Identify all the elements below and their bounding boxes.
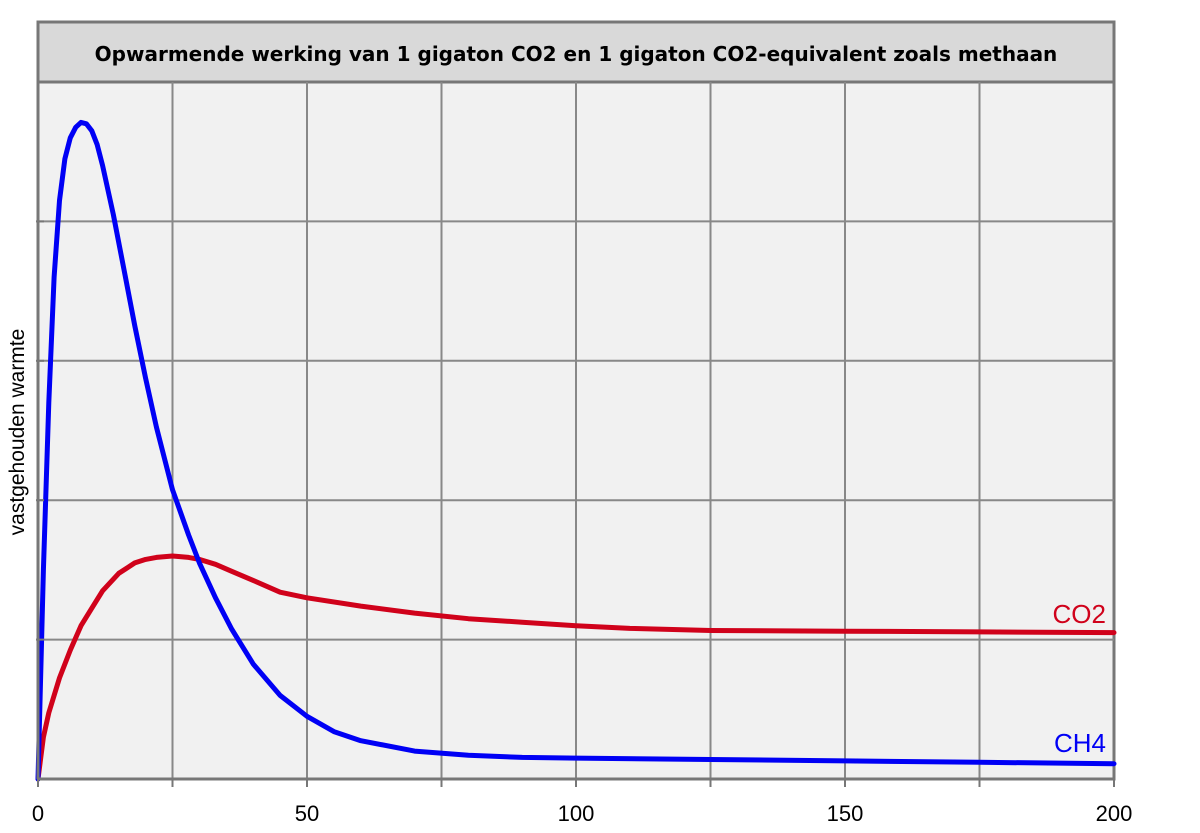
chart-title: Opwarmende werking van 1 gigaton CO2 en … <box>95 42 1058 66</box>
x-tick-label: 100 <box>558 801 595 826</box>
y-axis-label: vastgehouden warmte <box>6 329 29 536</box>
series-layer: CO2 CH4 <box>35 119 1117 782</box>
series-line-co2 <box>35 553 1117 782</box>
axes: 0 50 100 150 200 <box>32 82 1132 826</box>
x-tick-label: 200 <box>1096 801 1133 826</box>
title-bar <box>36 20 1116 84</box>
x-tick-label: 150 <box>827 801 864 826</box>
series-label-ch4: CH4 <box>1054 728 1106 758</box>
x-tick-label: 50 <box>295 801 319 826</box>
x-tick-label: 0 <box>32 801 44 826</box>
series-label-co2: CO2 <box>1053 599 1106 629</box>
series-line-ch4 <box>35 119 1117 782</box>
grid <box>38 82 1114 779</box>
